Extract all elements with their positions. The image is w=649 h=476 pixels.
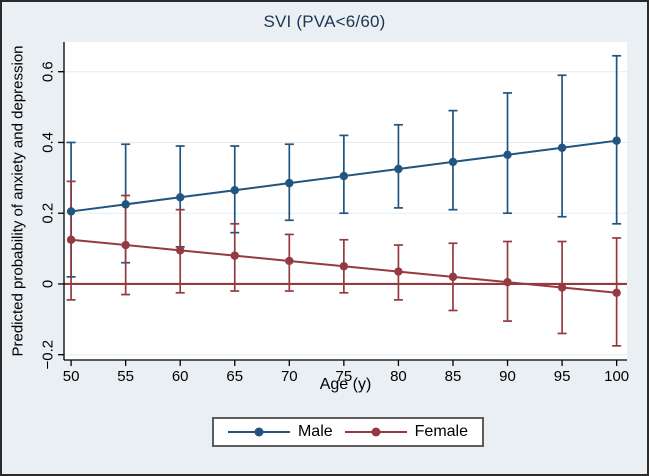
data-point-male <box>121 200 130 209</box>
y-axis-label: Predicted probability of anxiety and dep… <box>10 45 27 356</box>
data-point-female <box>503 277 512 287</box>
y-tick-label: 0 <box>40 280 57 288</box>
data-point-female <box>448 272 458 282</box>
y-tick-label: 0.6 <box>40 61 57 82</box>
data-point-male <box>448 157 458 167</box>
legend-dot <box>371 427 381 437</box>
data-point-male <box>339 171 349 181</box>
x-tick-label: 55 <box>117 368 134 385</box>
data-point-female <box>394 267 403 276</box>
legend-dot <box>254 427 264 437</box>
data-point-female <box>176 246 185 255</box>
legend-label-male: Male <box>297 423 333 440</box>
legend-item-female: Female <box>344 423 469 441</box>
x-tick-label: 95 <box>554 368 571 385</box>
data-point-female <box>66 235 76 244</box>
data-point-female <box>230 251 239 260</box>
data-point-male <box>557 143 567 152</box>
data-point-male <box>66 207 76 216</box>
x-tick-label: 60 <box>172 368 189 385</box>
legend-label-female: Female <box>414 423 469 440</box>
x-axis-label: Age (y) <box>319 376 372 393</box>
data-point-female <box>612 288 621 297</box>
data-point-female <box>339 262 349 271</box>
x-tick-label: 85 <box>445 368 462 385</box>
x-tick-label: 90 <box>499 368 516 385</box>
data-point-male <box>285 178 294 188</box>
y-tick-label: −0.2 <box>40 340 57 370</box>
x-tick-label: 65 <box>226 368 243 385</box>
data-point-male <box>612 136 621 145</box>
x-tick-label: 80 <box>390 368 407 385</box>
data-point-female <box>285 256 294 266</box>
x-tick-label: 100 <box>604 368 629 385</box>
x-tick-label: 50 <box>63 368 80 385</box>
female-series-marker-icon <box>344 427 407 437</box>
data-point-female <box>121 240 130 250</box>
y-tick-label: 0.4 <box>40 132 57 153</box>
data-point-male <box>176 193 185 202</box>
data-point-male <box>503 150 512 160</box>
y-tick-label: 0.2 <box>40 203 57 224</box>
legend: Male Female <box>212 417 484 447</box>
data-point-male <box>230 186 239 195</box>
data-point-male <box>394 164 403 174</box>
x-tick-label: 75 <box>336 368 353 385</box>
legend-item-male: Male <box>227 423 333 441</box>
data-point-female <box>557 283 567 292</box>
chart-title: SVI (PVA<6/60) <box>263 12 386 31</box>
male-series-marker-icon <box>227 427 290 437</box>
x-tick-label: 70 <box>281 368 298 385</box>
